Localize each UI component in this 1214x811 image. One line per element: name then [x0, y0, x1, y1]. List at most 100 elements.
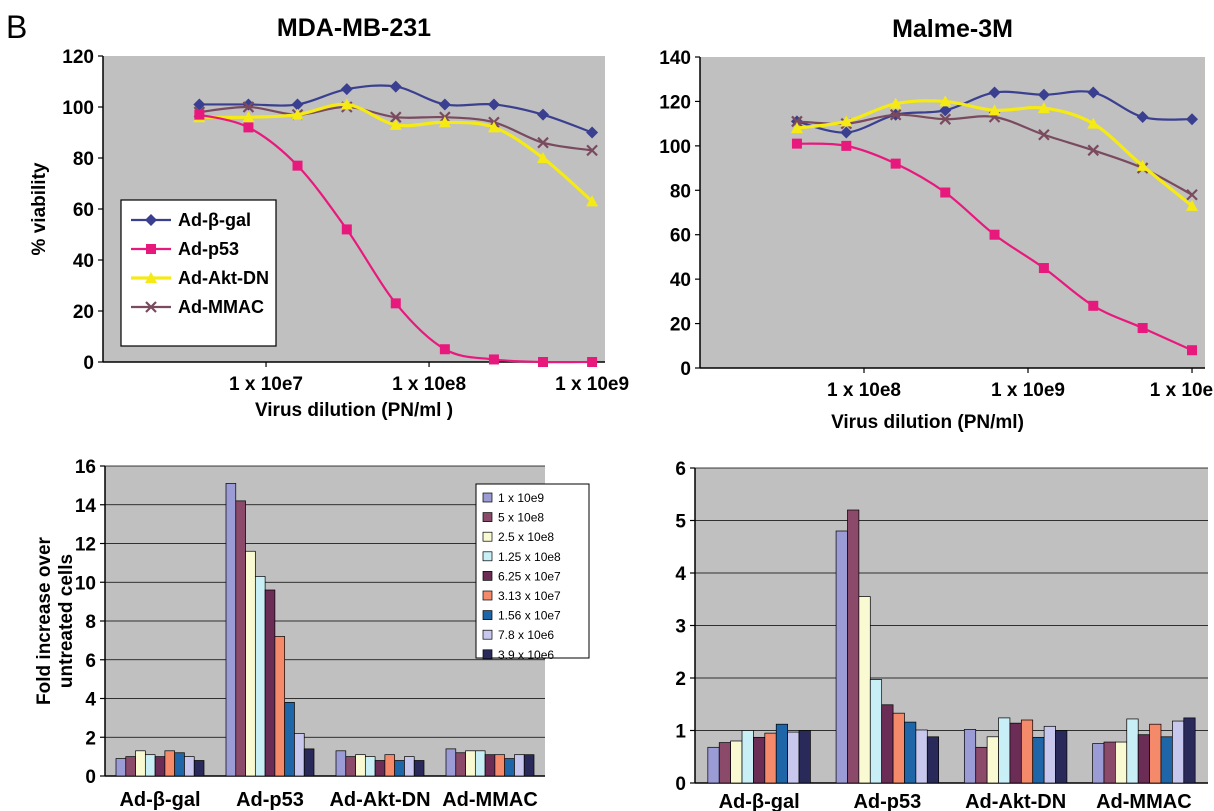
x-tick-label: 1 x 10e8: [827, 380, 901, 401]
y-tick-label: 3: [675, 617, 686, 638]
chart-malme-viability: Malme-3M 0 20 40 60 80 100 120 140 1 x 10e8 1 x 10…: [659, 15, 1214, 433]
panel-label: B: [6, 9, 27, 45]
data-point-square: [1088, 300, 1099, 311]
y-tick-label: 1: [675, 722, 686, 743]
bar: [1183, 717, 1196, 784]
legend-label: 3.9 x 10e6: [498, 648, 554, 662]
bar: [881, 704, 894, 784]
bar: [154, 756, 166, 777]
legend: 1 x 10e9 5 x 10e8 2.5 x 10e8 1.25 x 10e8 6.2…: [475, 483, 590, 662]
data-point-square: [341, 224, 352, 235]
bar: [455, 752, 466, 777]
bar: [858, 596, 871, 784]
data-point-triangle: [840, 115, 853, 127]
data-point-triangle: [487, 121, 500, 133]
bar: [413, 760, 425, 777]
y-axis-label: % viability: [29, 162, 50, 255]
bar: [1160, 736, 1173, 784]
bar: [335, 750, 347, 777]
y-tick-label: 120: [62, 47, 94, 68]
data-point-x: [242, 101, 255, 113]
bar: [264, 589, 276, 777]
data-point-diamond: [389, 80, 402, 93]
data-point-diamond: [340, 83, 353, 96]
bar: [465, 750, 476, 777]
legend-swatch: [482, 531, 493, 542]
bar: [504, 758, 515, 777]
data-point-square: [243, 122, 254, 133]
legend-swatch: [482, 629, 493, 640]
data-point-triangle: [1087, 117, 1100, 129]
y-tick-label: 4: [675, 564, 686, 585]
data-point-triangle: [939, 95, 952, 107]
bar: [730, 740, 743, 784]
legend-label: Ad-Akt-DN: [178, 268, 269, 288]
y-tick-label: 0: [675, 774, 686, 795]
data-point-x: [145, 301, 157, 313]
legend-swatch: [482, 610, 493, 620]
bar: [892, 712, 905, 784]
data-point-x-stroke: [791, 115, 803, 128]
bar: [1126, 718, 1139, 784]
category-label: Ad-Akt-DN: [329, 789, 430, 811]
data-point-diamond: [1186, 113, 1199, 126]
bar: [847, 509, 860, 784]
y-tick-label: 2: [85, 728, 96, 749]
legend-swatch: [482, 512, 493, 522]
data-point-triangle: [790, 122, 803, 134]
bar: [384, 754, 396, 777]
chart-title: MDA-MB-231: [277, 14, 431, 42]
bar: [394, 760, 405, 777]
data-point-x: [1186, 188, 1198, 201]
bar: [484, 754, 496, 777]
series-2: [193, 98, 599, 207]
category-label: Ad-MMAC: [1096, 791, 1192, 811]
legend-label: Ad-MMAC: [178, 297, 264, 317]
bar: [1137, 734, 1150, 784]
data-point-triangle: [1136, 159, 1149, 171]
data-point-diamond: [487, 98, 500, 111]
data-point-x-stroke: [889, 108, 902, 121]
data-point-diamond: [1087, 86, 1100, 99]
legend-label: Ad-β-gal: [178, 210, 251, 230]
category-label: Ad-β-gal: [719, 791, 800, 811]
legend-label: 1.56 x 10e7: [498, 609, 561, 623]
category-label: Ad-β-gal: [119, 789, 200, 811]
bar: [184, 756, 195, 777]
bar: [494, 754, 506, 777]
data-point-x: [537, 136, 549, 149]
legend-swatch: [482, 590, 493, 601]
legend-label: 1 x 10e9: [498, 491, 544, 505]
series-2: [790, 95, 1199, 211]
legend-box: [120, 199, 277, 347]
bar: [764, 732, 777, 784]
bar: [926, 736, 940, 784]
x-tick-label: 1 x 10e9: [991, 380, 1065, 401]
bar: [915, 729, 928, 784]
bar: [904, 721, 917, 784]
data-point-triangle: [438, 116, 451, 128]
y-tick-label: 80: [73, 149, 94, 170]
chart-mda-fold-increase: 0 2 4 6 8 10 12 14 16 Ad-β-gal Ad-p53 Ad-Akt-DN Ad-M…: [34, 457, 590, 811]
data-point-diamond: [1037, 88, 1050, 101]
bar: [1149, 723, 1162, 784]
y-tick-label: 20: [73, 302, 94, 323]
y-tick-label: 140: [659, 48, 691, 69]
bar: [1009, 722, 1022, 784]
bar: [707, 746, 720, 784]
bar: [225, 483, 237, 777]
bar: [174, 752, 185, 777]
legend-label: 7.8 x 10e6: [498, 628, 554, 642]
series-0: [193, 80, 599, 139]
bar: [364, 756, 376, 777]
y-tick-label: 120: [659, 92, 691, 113]
bar: [835, 530, 848, 784]
data-point-x: [1038, 128, 1050, 141]
chart-mda-viability: MDA-MB-231 0 20 40 60 80 100 120 1 x 10e7 1 x 10e…: [29, 14, 629, 421]
bar: [975, 746, 988, 784]
y-tick-label: 80: [670, 181, 691, 202]
bar: [1103, 741, 1116, 784]
data-point-x-stroke: [145, 301, 157, 313]
data-point-diamond: [586, 126, 599, 139]
data-point-diamond: [193, 98, 206, 111]
